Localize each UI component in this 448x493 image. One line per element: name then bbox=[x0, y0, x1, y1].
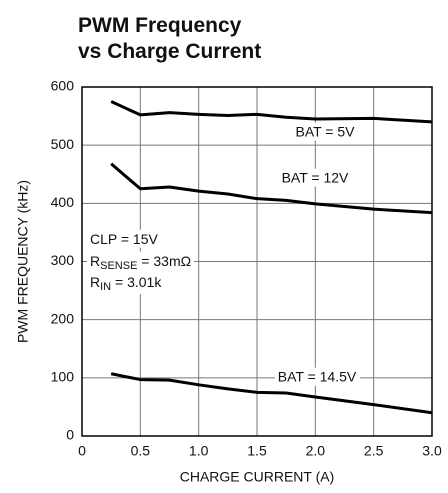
x-axis-label: CHARGE CURRENT (A) bbox=[180, 469, 335, 485]
label-background bbox=[274, 367, 360, 386]
x-tick-label: 1.0 bbox=[189, 443, 209, 459]
annotation: RIN = 3.01k bbox=[90, 274, 162, 293]
annotation-text: = 3.01k bbox=[111, 274, 162, 290]
label-background bbox=[87, 272, 166, 294]
annotation-text: R bbox=[90, 274, 100, 290]
annotation-subscript: IN bbox=[100, 281, 111, 293]
y-tick-label: 100 bbox=[51, 369, 75, 385]
y-tick-label: 600 bbox=[51, 78, 75, 94]
x-tick-label: 0.5 bbox=[131, 443, 151, 459]
label-background bbox=[87, 251, 195, 273]
series-line bbox=[110, 100, 433, 124]
series-line bbox=[110, 162, 433, 215]
chart-title: vs Charge Current bbox=[78, 40, 261, 63]
x-tick-label: 2.0 bbox=[306, 443, 326, 459]
x-tick-label: 3.0 bbox=[422, 443, 442, 459]
annotation: RSENSE = 33mΩ bbox=[90, 253, 191, 272]
y-tick-label: 300 bbox=[51, 252, 75, 268]
label-background bbox=[87, 229, 162, 248]
y-axis-label: PWM FREQUENCY (kHz) bbox=[15, 180, 31, 343]
label-background bbox=[278, 168, 353, 187]
series-label: BAT = 5V bbox=[295, 124, 355, 140]
label-background bbox=[292, 122, 359, 141]
x-tick-label: 0 bbox=[78, 443, 86, 459]
series-label: BAT = 12V bbox=[282, 170, 349, 186]
y-tick-label: 200 bbox=[51, 310, 75, 326]
y-tick-label: 500 bbox=[51, 136, 75, 152]
x-tick-label: 1.5 bbox=[247, 443, 267, 459]
annotation-text: CLP = 15V bbox=[90, 231, 159, 247]
annotation-text: = 33mΩ bbox=[137, 253, 191, 269]
annotation-subscript: SENSE bbox=[100, 260, 137, 272]
series-line bbox=[110, 372, 433, 415]
chart-title: PWM Frequency bbox=[78, 14, 242, 37]
annotation: CLP = 15V bbox=[90, 231, 159, 247]
y-tick-label: 0 bbox=[66, 427, 74, 443]
series-label: BAT = 14.5V bbox=[278, 369, 357, 385]
plot-frame bbox=[81, 86, 433, 437]
y-tick-label: 400 bbox=[51, 194, 75, 210]
annotation-text: R bbox=[90, 253, 100, 269]
x-tick-label: 2.5 bbox=[364, 443, 384, 459]
